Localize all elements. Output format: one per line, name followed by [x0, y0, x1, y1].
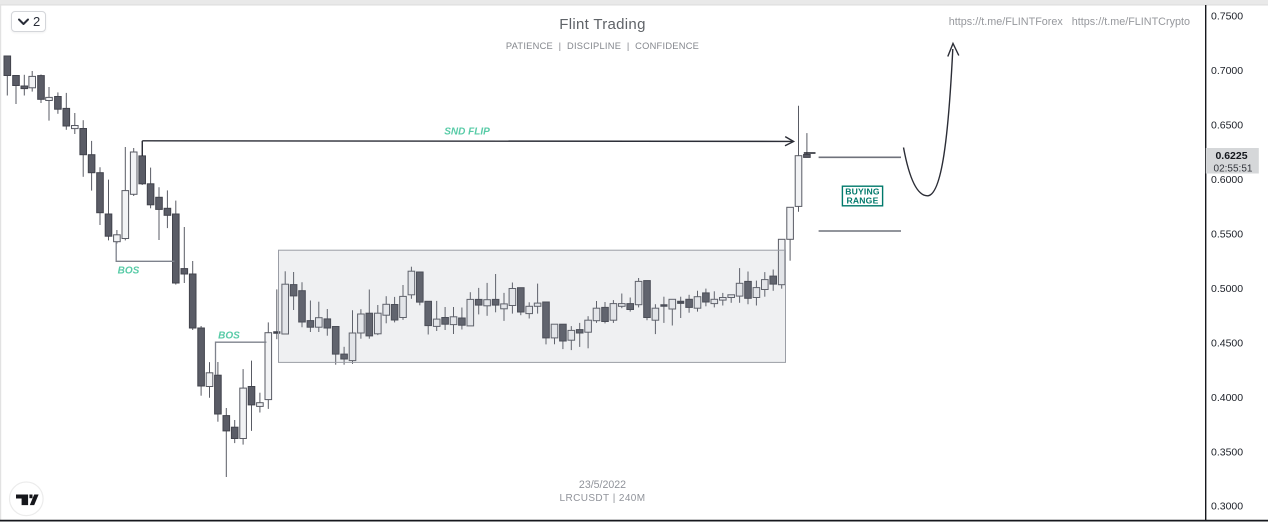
- svg-text:BOS: BOS: [118, 266, 140, 277]
- svg-text:0.6500: 0.6500: [1211, 120, 1243, 132]
- svg-text:BOS: BOS: [218, 331, 240, 342]
- svg-text:0.3500: 0.3500: [1211, 447, 1243, 459]
- svg-text:0.6000: 0.6000: [1211, 174, 1243, 186]
- svg-text:0.4500: 0.4500: [1211, 338, 1243, 350]
- svg-text:02:55:51: 02:55:51: [1214, 163, 1253, 174]
- svg-text:SND FLIP: SND FLIP: [444, 127, 490, 138]
- svg-text:0.3000: 0.3000: [1211, 501, 1243, 513]
- svg-text:0.6225: 0.6225: [1215, 150, 1247, 162]
- svg-text:BUYING: BUYING: [845, 187, 880, 197]
- svg-text:0.7500: 0.7500: [1211, 11, 1243, 23]
- svg-text:0.5000: 0.5000: [1211, 283, 1243, 295]
- svg-text:0.4000: 0.4000: [1211, 392, 1243, 404]
- svg-text:RANGE: RANGE: [846, 195, 878, 205]
- svg-text:0.7000: 0.7000: [1211, 65, 1243, 77]
- svg-text:0.5500: 0.5500: [1211, 229, 1243, 241]
